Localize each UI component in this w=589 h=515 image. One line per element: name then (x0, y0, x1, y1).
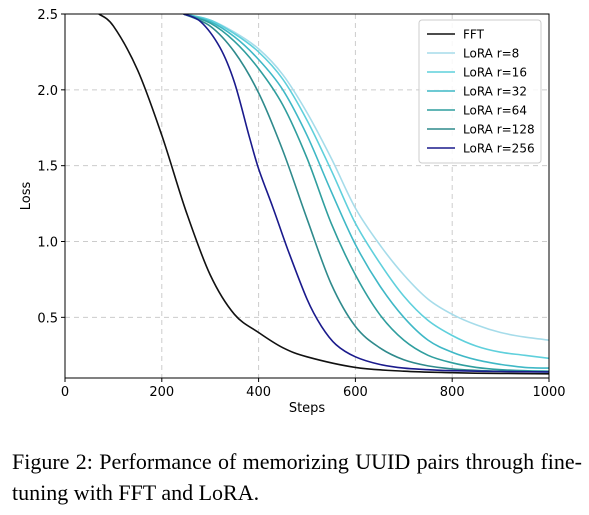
y-tick-label: 2.5 (37, 8, 58, 23)
series-line-lora-r-256 (183, 14, 549, 373)
y-tick-label: 0.5 (37, 311, 58, 326)
chart: 0 200 400 600 800 1000 0.5 1.0 1.5 2.0 2.5 Steps L… (19, 8, 566, 416)
legend-label-lora-r-64: LoRA r=64 (463, 104, 527, 118)
series-line-lora-r-16 (183, 14, 549, 360)
series-lines (98, 14, 549, 375)
y-axis-label: Loss (19, 182, 34, 211)
axis-ticks: 0 200 400 600 800 1000 0.5 1.0 1.5 2.0 2.5 (37, 8, 565, 400)
x-tick-label: 600 (343, 385, 368, 400)
x-tick-label: 0 (61, 385, 69, 400)
legend-label-lora-r-8: LoRA r=8 (463, 47, 519, 61)
series-line-lora-r-8 (183, 14, 549, 341)
legend-label-fft: FFT (463, 28, 485, 42)
series-line-fft (98, 14, 549, 375)
figure-caption: Figure 2: Performance of memorizing UUID… (12, 449, 582, 505)
series-line-lora-r-64 (183, 14, 549, 372)
grid (65, 14, 549, 378)
x-tick-label: 400 (246, 385, 271, 400)
y-tick-label: 1.0 (37, 236, 58, 251)
legend-label-lora-r-128: LoRA r=128 (463, 123, 535, 137)
y-tick-label: 1.5 (37, 160, 58, 175)
series-line-lora-r-32 (183, 14, 549, 369)
plot-frame (64, 13, 550, 379)
legend-label-lora-r-256: LoRA r=256 (463, 142, 535, 156)
y-tick-label: 2.0 (37, 84, 58, 99)
legend: FFT LoRA r=8 LoRA r=16 LoRA r=32 LoRA r=64 Lo… (418, 19, 542, 164)
x-axis-label: Steps (289, 401, 326, 416)
legend-label-lora-r-16: LoRA r=16 (463, 66, 527, 80)
x-tick-label: 1000 (532, 385, 565, 400)
x-tick-label: 200 (149, 385, 174, 400)
legend-label-lora-r-32: LoRA r=32 (463, 85, 527, 99)
legend-box (418, 19, 542, 164)
x-tick-label: 800 (440, 385, 465, 400)
